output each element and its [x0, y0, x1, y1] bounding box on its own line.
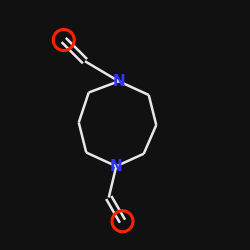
Text: N: N: [110, 159, 122, 174]
Text: N: N: [112, 74, 125, 89]
